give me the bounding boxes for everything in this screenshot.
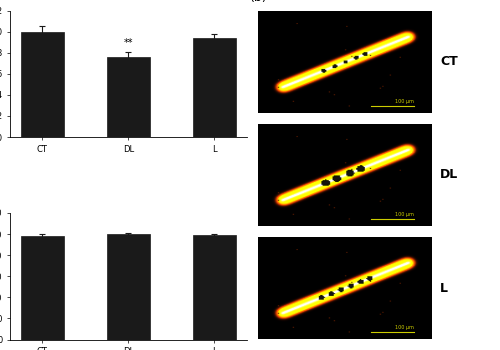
Text: DL: DL	[440, 168, 458, 182]
Bar	[193, 235, 236, 340]
Bar	[21, 32, 64, 137]
Bar	[21, 236, 64, 340]
Text: **: **	[124, 38, 133, 48]
Text: 100 μm: 100 μm	[396, 99, 414, 104]
Text: (b): (b)	[250, 0, 268, 4]
Text: L: L	[440, 282, 448, 295]
Bar	[193, 38, 236, 137]
Text: CT: CT	[440, 55, 458, 68]
Text: 100 μm: 100 μm	[396, 212, 414, 217]
Text: 100 μm: 100 μm	[396, 325, 414, 330]
Bar	[107, 57, 150, 137]
Bar	[107, 234, 150, 340]
